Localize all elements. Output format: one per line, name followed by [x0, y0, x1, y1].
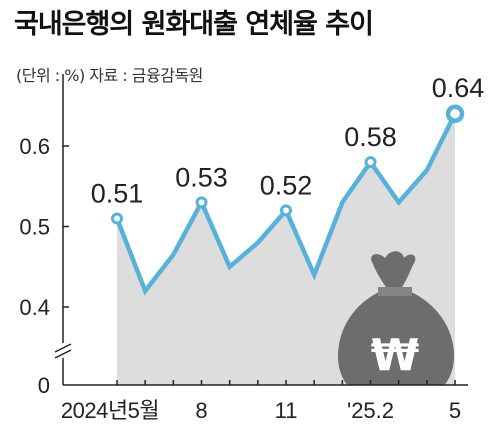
data-label: 0.52 — [260, 170, 313, 200]
y-tick-label: 0.5 — [19, 215, 50, 240]
y-tick-label: 0.4 — [19, 295, 50, 320]
x-tick-label: 8 — [195, 398, 207, 423]
y-axis-break — [54, 343, 72, 359]
x-tick-label: 11 — [275, 398, 298, 423]
data-marker — [280, 204, 293, 217]
data-label: 0.58 — [344, 122, 397, 152]
x-tick-label: 2024년5월 — [61, 398, 159, 423]
data-marker — [364, 156, 377, 169]
data-label: 0.64 — [432, 73, 485, 103]
y-tick-label: 0.6 — [19, 134, 50, 159]
data-label: 0.51 — [91, 178, 144, 208]
data-marker — [111, 212, 123, 225]
chart-title: 국내은행의 원화대출 연체율 추이 — [14, 9, 374, 40]
data-label: 0.53 — [175, 162, 228, 192]
x-tick-label: '25.2 — [347, 398, 394, 423]
money-bag-won-icon: ₩ — [338, 251, 454, 386]
data-marker — [195, 196, 208, 209]
x-tick-label: 5 — [449, 398, 461, 423]
y-tick-label: 0 — [38, 373, 50, 398]
svg-text:₩: ₩ — [371, 330, 420, 381]
data-marker — [445, 104, 465, 124]
